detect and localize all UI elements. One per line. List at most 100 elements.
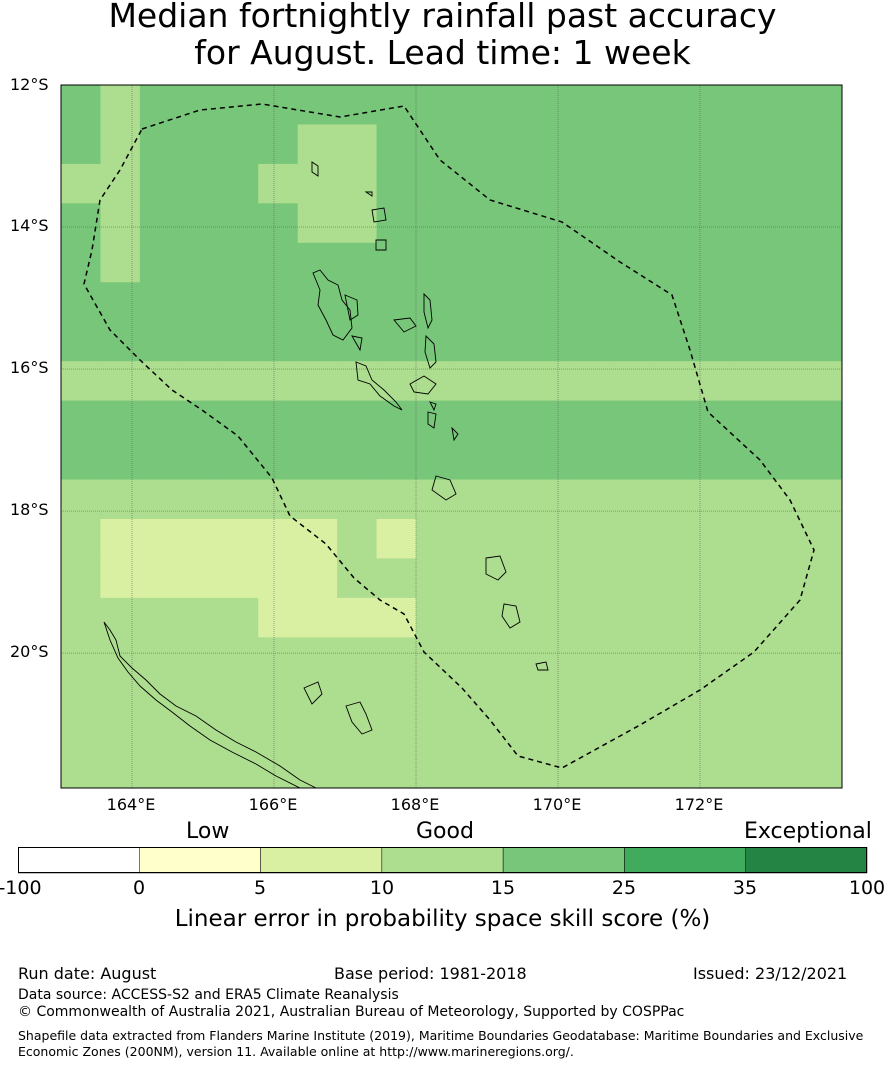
grid-cell bbox=[613, 440, 654, 481]
grid-cell bbox=[337, 163, 378, 204]
grid-cell bbox=[258, 321, 299, 362]
grid-cell bbox=[61, 203, 101, 244]
grid-cell bbox=[179, 637, 220, 678]
grid-cell bbox=[337, 597, 378, 638]
grid-cell bbox=[494, 124, 535, 165]
grid-cell bbox=[416, 163, 456, 204]
grid-cell bbox=[337, 716, 378, 757]
colorbar-segment bbox=[260, 847, 383, 874]
grid-cell bbox=[297, 85, 338, 125]
grid-cell bbox=[692, 163, 733, 204]
grid-cell bbox=[376, 558, 417, 599]
grid-cell bbox=[613, 597, 654, 638]
grid-cell bbox=[258, 124, 299, 165]
grid-cell bbox=[692, 440, 733, 481]
grid-cell bbox=[534, 124, 575, 165]
grid-cell bbox=[771, 203, 812, 244]
grid-cell bbox=[416, 400, 456, 441]
grid-cell bbox=[100, 676, 141, 717]
grid-cell bbox=[494, 518, 535, 559]
grid-cell bbox=[416, 124, 456, 165]
grid-cell bbox=[692, 597, 733, 638]
colorbar-tick: 100 bbox=[848, 877, 885, 899]
grid-cell bbox=[61, 755, 101, 789]
grid-cell bbox=[139, 518, 180, 559]
grid-cell bbox=[455, 361, 496, 402]
grid-cell bbox=[139, 361, 180, 402]
grid-cell bbox=[731, 479, 772, 520]
grid-cell bbox=[652, 716, 693, 757]
grid-cell bbox=[455, 479, 496, 520]
grid-cell bbox=[810, 400, 843, 441]
grid-cell bbox=[297, 440, 338, 481]
grid-cell bbox=[61, 440, 101, 481]
grid-cell bbox=[455, 400, 496, 441]
lon-label-170e: 170°E bbox=[532, 795, 582, 814]
grid-cell bbox=[258, 637, 299, 678]
grid-cell bbox=[494, 637, 535, 678]
grid-cell bbox=[731, 558, 772, 599]
grid-cell bbox=[337, 637, 378, 678]
grid-cell bbox=[376, 321, 417, 362]
grid-cell bbox=[494, 558, 535, 599]
grid-cell bbox=[573, 203, 614, 244]
grid-cell bbox=[61, 124, 101, 165]
grid-cell bbox=[494, 716, 535, 757]
grid-cell bbox=[573, 676, 614, 717]
grid-cell bbox=[652, 242, 693, 283]
grid-cell bbox=[494, 321, 535, 362]
grid-cell bbox=[810, 85, 843, 125]
lon-label-166e: 166°E bbox=[248, 795, 298, 814]
grid-cell bbox=[139, 85, 180, 125]
grid-cell bbox=[652, 440, 693, 481]
grid-cell bbox=[534, 321, 575, 362]
grid-cell bbox=[376, 400, 417, 441]
grid-cell bbox=[810, 597, 843, 638]
grid-cell bbox=[771, 637, 812, 678]
grid-cell bbox=[61, 597, 101, 638]
grid-cell bbox=[810, 676, 843, 717]
base-period: Base period: 1981-2018 bbox=[334, 964, 527, 983]
grid-cell bbox=[810, 518, 843, 559]
grid-cell bbox=[100, 479, 141, 520]
map-title-line2: for August. Lead time: 1 week bbox=[194, 33, 691, 72]
colorbar-category-low: Low bbox=[186, 819, 230, 844]
colorbar-tick: 15 bbox=[490, 877, 516, 899]
grid-cell bbox=[179, 282, 220, 323]
grid-cell bbox=[139, 479, 180, 520]
grid-cell bbox=[297, 400, 338, 441]
grid-cell bbox=[810, 637, 843, 678]
grid-cell bbox=[771, 558, 812, 599]
grid-cell bbox=[258, 361, 299, 402]
grid-cell bbox=[297, 597, 338, 638]
grid-cell bbox=[455, 558, 496, 599]
colorbar-segment bbox=[381, 847, 504, 874]
grid-cell bbox=[376, 755, 417, 789]
grid-cell bbox=[534, 440, 575, 481]
grid-cell bbox=[810, 558, 843, 599]
grid-cell bbox=[652, 479, 693, 520]
grid-cell bbox=[100, 400, 141, 441]
grid-cell bbox=[613, 479, 654, 520]
grid-cell bbox=[376, 597, 417, 638]
grid-cell bbox=[692, 242, 733, 283]
grid-cell bbox=[534, 637, 575, 678]
grid-cell bbox=[534, 282, 575, 323]
colorbar-tick: 0 bbox=[132, 877, 146, 899]
grid-cell bbox=[218, 361, 259, 402]
grid-cell bbox=[692, 85, 733, 125]
grid-cell bbox=[179, 400, 220, 441]
shapefile-credit-line2: Economic Zones (200NM), version 11. Avai… bbox=[18, 1044, 574, 1059]
grid-cell bbox=[61, 716, 101, 757]
grid-cell bbox=[337, 361, 378, 402]
grid-cell bbox=[297, 124, 338, 165]
grid-cell bbox=[771, 361, 812, 402]
grid-cell bbox=[337, 85, 378, 125]
grid-cell bbox=[613, 163, 654, 204]
grid-cell bbox=[376, 124, 417, 165]
grid-cell bbox=[218, 282, 259, 323]
graticule bbox=[61, 85, 842, 788]
lat-label-16s: 16°S bbox=[10, 358, 49, 377]
grid-cell bbox=[218, 676, 259, 717]
grid-cell bbox=[652, 124, 693, 165]
